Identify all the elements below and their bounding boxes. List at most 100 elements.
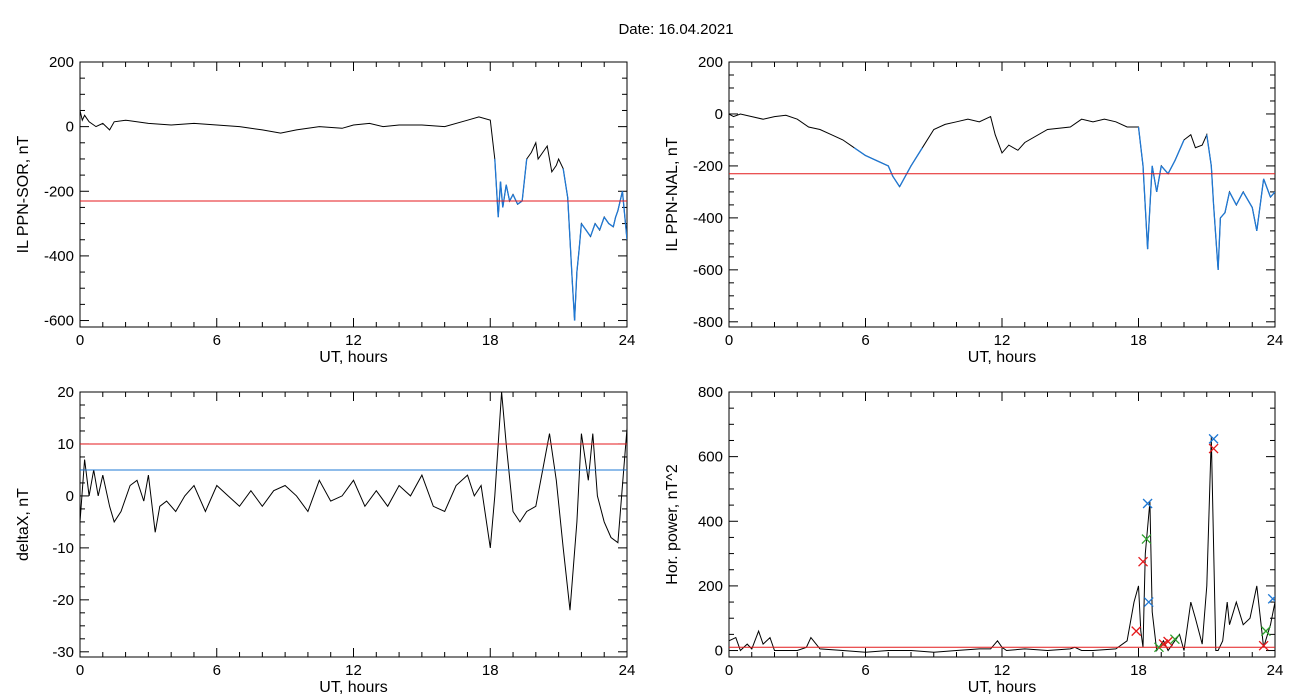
y-tick-label: -800	[693, 314, 723, 331]
x-tick-label: 18	[1130, 662, 1147, 679]
highlight-segment	[614, 210, 619, 218]
marker-red	[1208, 443, 1219, 454]
highlight-segment	[512, 194, 519, 205]
series-line	[729, 113, 1275, 270]
highlight-segment	[608, 223, 614, 228]
highlight-segment	[612, 216, 617, 227]
x-tick-label: 18	[1130, 332, 1147, 349]
x-tick-label: 18	[482, 662, 499, 679]
x-tick-label: 12	[345, 662, 362, 679]
y-tick-label: 20	[57, 384, 74, 401]
y-axis-label: deltaX, nT	[15, 488, 32, 561]
y-tick-label: 0	[66, 119, 74, 136]
y-tick-label: -600	[44, 313, 74, 330]
highlight-segment	[1269, 191, 1275, 198]
x-tick-label: 18	[482, 332, 499, 349]
highlight-segment	[1137, 126, 1144, 166]
x-tick-label: 6	[861, 662, 869, 679]
series-line	[729, 437, 1275, 653]
highlight-segment	[1146, 165, 1153, 250]
highlight-segment	[578, 223, 583, 250]
y-tick-label: -200	[44, 183, 74, 200]
marker-green	[1260, 626, 1271, 637]
x-axis-label: UT, hours	[968, 349, 1036, 366]
marker-green	[1154, 642, 1164, 653]
y-tick-label: 200	[49, 54, 74, 71]
plot-frame	[728, 61, 1276, 328]
x-tick-label: 24	[1267, 662, 1284, 679]
marker-blue	[1267, 593, 1275, 604]
marker-green	[1169, 634, 1180, 645]
highlight-segment	[573, 272, 578, 321]
highlight-segment	[499, 181, 504, 208]
highlight-segment	[505, 184, 511, 202]
highlight-segment	[1251, 207, 1258, 231]
highlight-segment	[502, 184, 507, 208]
highlight-segment	[1224, 191, 1231, 213]
highlight-segment	[1242, 191, 1253, 208]
highlight-segment	[562, 168, 569, 198]
x-axis-label: UT, hours	[968, 679, 1036, 696]
highlight-segment	[1142, 165, 1149, 250]
y-tick-label: -20	[52, 592, 74, 609]
highlight-segment	[599, 216, 605, 231]
highlight-segment	[892, 175, 901, 188]
highlight-segment	[603, 216, 610, 224]
y-tick-label: -400	[44, 248, 74, 265]
x-axis-label: UT, hours	[319, 349, 387, 366]
plot-frame	[79, 391, 628, 658]
series-line	[80, 110, 627, 321]
highlight-segment	[853, 147, 866, 157]
highlight-segment	[899, 165, 912, 188]
marker-green	[1141, 534, 1152, 545]
y-tick-label: 0	[715, 643, 723, 660]
x-tick-label: 24	[1267, 332, 1284, 349]
highlight-segment	[494, 158, 499, 218]
highlight-segment	[589, 223, 596, 237]
y-tick-label: -200	[693, 158, 723, 175]
highlight-segment	[621, 191, 627, 240]
highlight-segment	[1167, 160, 1176, 175]
x-tick-label: 12	[994, 332, 1011, 349]
y-tick-label: 200	[698, 578, 723, 595]
panel-nal: 0 6 12 18 24 -800 -600 -400 -200 0 200 UT, hours IL …	[664, 54, 1283, 366]
y-tick-label: -30	[52, 644, 74, 661]
highlight-segment	[580, 223, 587, 231]
highlight-segment	[1156, 165, 1162, 193]
highlight-segment	[1228, 191, 1237, 206]
panel-power: 0 6 12 18 24 0 200 400 600 800 UT, hours Hor. power…	[664, 384, 1283, 696]
y-tick-label: -10	[52, 540, 74, 557]
marker-red	[1138, 556, 1149, 567]
highlight-segment	[1210, 165, 1215, 205]
plot-area	[729, 433, 1275, 653]
plot-area	[80, 392, 627, 611]
highlight-segment	[576, 249, 580, 273]
x-axis-label: UT, hours	[319, 679, 387, 696]
highlight-segment	[1212, 204, 1219, 270]
x-tick-label: 24	[619, 332, 636, 349]
highlight-segment	[1263, 178, 1272, 198]
page-title: Date: 16.04.2021	[618, 21, 733, 38]
highlight-segment	[1235, 191, 1244, 206]
plot-frame	[79, 61, 628, 328]
x-tick-label: 0	[725, 332, 733, 349]
y-tick-label: 600	[698, 449, 723, 466]
highlight-segment	[865, 154, 878, 162]
highlight-segment	[585, 229, 592, 237]
x-tick-label: 6	[213, 332, 221, 349]
marker-red	[1158, 639, 1169, 650]
highlight-segment	[571, 281, 576, 321]
y-tick-label: 200	[698, 54, 723, 71]
highlight-segment	[594, 223, 601, 231]
marker-red	[1163, 636, 1174, 647]
y-tick-label: 0	[66, 488, 74, 505]
marker-red	[1258, 640, 1269, 651]
y-tick-label: -400	[693, 210, 723, 227]
highlight-segment	[569, 239, 573, 282]
marker-blue	[1208, 433, 1219, 444]
panel-sor: 0 6 12 18 24 -600 -400 -200 0 200 UT, hours IL PPN-…	[15, 54, 635, 366]
x-tick-label: 0	[725, 662, 733, 679]
highlight-segment	[521, 158, 528, 202]
y-tick-label: 400	[698, 513, 723, 530]
